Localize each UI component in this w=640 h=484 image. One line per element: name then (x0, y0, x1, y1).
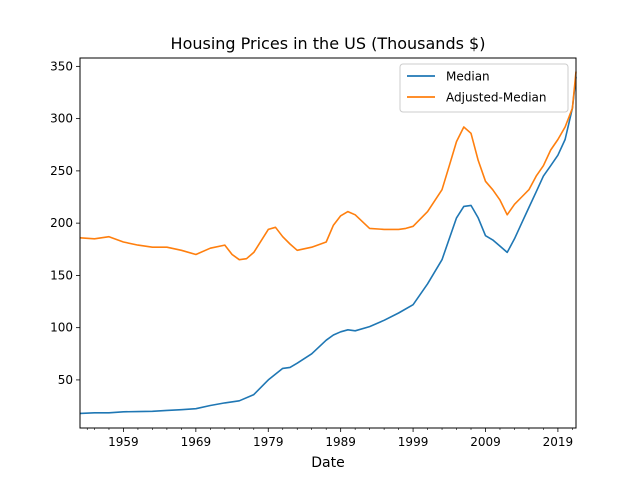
y-tick-label: 250 (50, 164, 73, 178)
y-tick-label: 200 (50, 216, 73, 230)
x-tick-label: 1959 (108, 435, 139, 449)
series-layer (79, 71, 577, 415)
x-tick-label: 2019 (543, 435, 574, 449)
y-tick-label: 350 (50, 59, 73, 73)
legend: Median Adjusted-Median (399, 63, 569, 113)
series-line-adjusted-median (79, 71, 577, 261)
x-tick-label: 1979 (253, 435, 284, 449)
plot-area (79, 57, 577, 429)
legend-label: Adjusted-Median (446, 91, 547, 105)
x-tick-label: 2009 (470, 435, 501, 449)
y-tick-label: 100 (50, 321, 73, 335)
x-axis: 1959 1969 1979 1989 1999 2009 2019 (86, 428, 574, 449)
y-tick-label: 50 (58, 373, 73, 387)
series-line-median (79, 76, 577, 415)
y-tick-label: 300 (50, 112, 73, 126)
plot-frame (79, 57, 577, 429)
x-tick-label: 1969 (181, 435, 212, 449)
x-tick-label: 1989 (325, 435, 356, 449)
x-tick-label: 1999 (398, 435, 429, 449)
legend-frame (399, 63, 569, 113)
x-axis-label: Date (311, 455, 344, 471)
plot-background (80, 58, 576, 428)
y-tick-label: 150 (50, 268, 73, 282)
legend-label: Median (446, 70, 490, 84)
chart-title: Housing Prices in the US (Thousands $) (171, 34, 486, 53)
y-axis: 50 100 150 200 250 300 350 (50, 59, 80, 387)
